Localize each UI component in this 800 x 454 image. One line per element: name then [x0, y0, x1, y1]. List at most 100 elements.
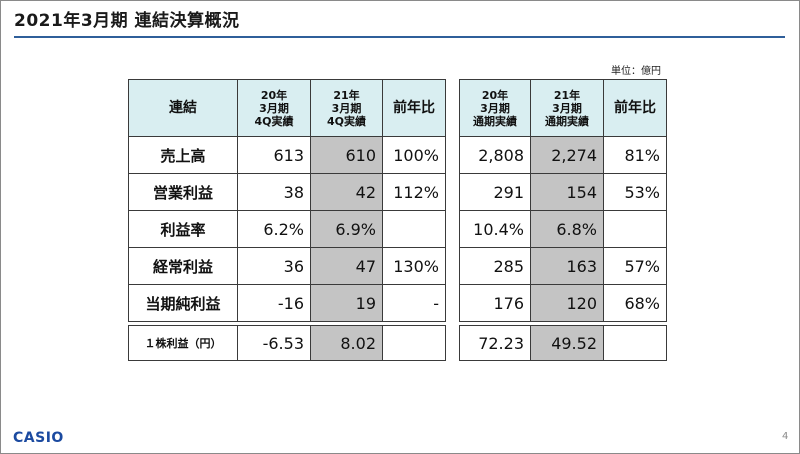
- header-line: 通期実績: [473, 114, 517, 128]
- cur-cell: 49.52: [530, 325, 604, 361]
- header-cell: 20年 3月期 4Q実績: [237, 79, 311, 137]
- header-line: 3月期: [480, 101, 510, 115]
- value: 100%: [393, 145, 439, 165]
- value: 112%: [393, 182, 439, 202]
- yoy-cell: [603, 210, 667, 248]
- header-line: 3月期: [331, 101, 362, 115]
- prev-cell: 613: [237, 136, 311, 174]
- header-line: 21年: [333, 88, 360, 102]
- cur-cell: 154: [530, 173, 604, 211]
- yoy-cell: 81%: [603, 136, 667, 174]
- value: 163: [566, 256, 597, 276]
- value: [660, 220, 666, 239]
- prev-cell: 10.4%: [459, 210, 531, 248]
- table-row: 利益率 6.2% 6.9%: [128, 210, 446, 248]
- row-label: 経常利益: [128, 247, 238, 285]
- prev-cell: 2,808: [459, 136, 531, 174]
- value: 81%: [624, 145, 660, 165]
- yoy-cell: [603, 325, 667, 361]
- value: 10.4%: [473, 219, 524, 239]
- cur-cell: 120: [530, 284, 604, 322]
- value: 42: [355, 182, 376, 202]
- prev-cell: -16: [237, 284, 311, 322]
- cur-cell: 6.9%: [310, 210, 383, 248]
- header-line: 3月期: [259, 101, 289, 115]
- q4-results-table: 連結 20年 3月期 4Q実績 21年 3月期 4Q実績 前年比 売上高 613 610…: [128, 79, 446, 361]
- table-row: 営業利益 38 42 112%: [128, 173, 446, 211]
- row-label: 利益率: [128, 210, 238, 248]
- value: -16: [277, 293, 304, 313]
- header-cell: 前年比: [382, 79, 446, 137]
- table-row: 2,808 2,274 81%: [459, 136, 667, 174]
- header-cell: 前年比: [603, 79, 667, 137]
- yoy-cell: [382, 210, 446, 248]
- value: -6.53: [262, 333, 304, 353]
- yoy-cell: 68%: [603, 284, 667, 322]
- eps-row: １株利益（円） -6.53 8.02: [128, 325, 446, 361]
- header-cell: 20年 3月期 通期実績: [459, 79, 531, 137]
- value: -: [433, 293, 439, 313]
- value: 8.02: [340, 333, 376, 353]
- cur-cell: 47: [310, 247, 383, 285]
- value: 49.52: [551, 333, 597, 353]
- value: 176: [493, 293, 524, 313]
- table-row: 285 163 57%: [459, 247, 667, 285]
- page-number: 4: [782, 431, 789, 442]
- yoy-cell: 130%: [382, 247, 446, 285]
- table-row: 291 154 53%: [459, 173, 667, 211]
- yoy-cell: [382, 325, 446, 361]
- value: 120: [566, 293, 597, 313]
- eps-row: 72.23 49.52: [459, 325, 667, 361]
- value: 154: [566, 182, 597, 202]
- yoy-cell: 100%: [382, 136, 446, 174]
- unit-label: 単位：億円: [611, 66, 661, 77]
- cur-cell: 42: [310, 173, 383, 211]
- table-header-row: 20年 3月期 通期実績 21年 3月期 通期実績 前年比: [459, 79, 667, 137]
- value: 613: [273, 145, 304, 165]
- full-year-results-table: 20年 3月期 通期実績 21年 3月期 通期実績 前年比 2,808 2,274 81…: [459, 79, 667, 361]
- value: [439, 334, 445, 353]
- yoy-cell: 57%: [603, 247, 667, 285]
- value: 6.2%: [263, 219, 304, 239]
- table-row: 10.4% 6.8%: [459, 210, 667, 248]
- header-cell: 連結: [128, 79, 238, 137]
- table-row: 176 120 68%: [459, 284, 667, 322]
- header-line: 3月期: [552, 101, 582, 115]
- yoy-cell: 112%: [382, 173, 446, 211]
- value: 19: [355, 293, 376, 313]
- value: 2,274: [551, 145, 597, 165]
- value: 6.9%: [335, 219, 376, 239]
- value: 291: [493, 182, 524, 202]
- prev-cell: 72.23: [459, 325, 531, 361]
- header-line: 4Q実績: [326, 114, 366, 128]
- header-line: 21年: [553, 88, 581, 102]
- cur-cell: 2,274: [530, 136, 604, 174]
- value: 285: [493, 256, 524, 276]
- title-divider: [14, 36, 785, 38]
- value: 36: [283, 256, 304, 276]
- table-row: 売上高 613 610 100%: [128, 136, 446, 174]
- cur-cell: 610: [310, 136, 383, 174]
- yoy-cell: 53%: [603, 173, 667, 211]
- value: 47: [355, 256, 376, 276]
- header-line: 通期実績: [545, 114, 589, 128]
- prev-cell: 36: [237, 247, 311, 285]
- cur-cell: 163: [530, 247, 604, 285]
- row-label: 売上高: [128, 136, 238, 174]
- value: 610: [345, 145, 376, 165]
- prev-cell: -6.53: [237, 325, 311, 361]
- header-line: 20年: [260, 88, 288, 102]
- table-row: 当期純利益 -16 19 -: [128, 284, 446, 322]
- value: 57%: [624, 256, 660, 276]
- header-cell: 21年 3月期 4Q実績: [310, 79, 383, 137]
- row-label: 当期純利益: [128, 284, 238, 322]
- yoy-cell: -: [382, 284, 446, 322]
- value: 38: [283, 182, 304, 202]
- value: 68%: [624, 293, 660, 313]
- row-label: 営業利益: [128, 173, 238, 211]
- prev-cell: 285: [459, 247, 531, 285]
- cur-cell: 19: [310, 284, 383, 322]
- value: [660, 334, 666, 353]
- casio-logo: CASIO: [13, 430, 64, 446]
